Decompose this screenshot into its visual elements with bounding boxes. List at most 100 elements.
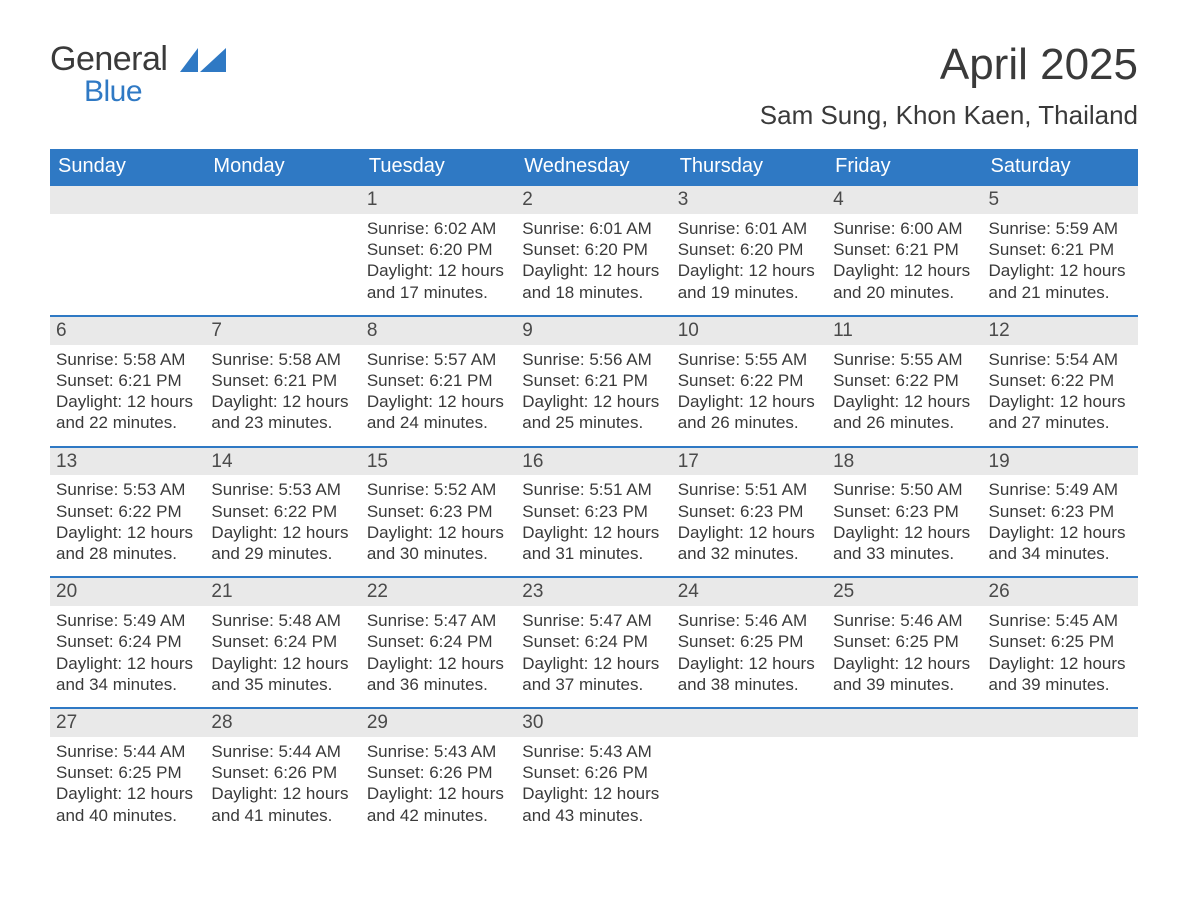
day-cell: 18Sunrise: 5:50 AMSunset: 6:23 PMDayligh… [827, 448, 982, 577]
location-subtitle: Sam Sung, Khon Kaen, Thailand [760, 100, 1138, 131]
sunrise-text: Sunrise: 5:58 AM [211, 349, 354, 370]
day-number: 23 [516, 578, 671, 606]
day-number: 1 [361, 186, 516, 214]
sunrise-text: Sunrise: 5:44 AM [211, 741, 354, 762]
sunset-text: Sunset: 6:22 PM [211, 501, 354, 522]
weekday-header: Friday [827, 149, 982, 186]
sunset-text: Sunset: 6:25 PM [989, 631, 1132, 652]
sunset-text: Sunset: 6:23 PM [678, 501, 821, 522]
day-number: 15 [361, 448, 516, 476]
day-number: 10 [672, 317, 827, 345]
day-number [50, 186, 205, 214]
daylight-text: Daylight: 12 hours and 41 minutes. [211, 783, 354, 826]
sunset-text: Sunset: 6:23 PM [989, 501, 1132, 522]
day-number: 20 [50, 578, 205, 606]
sunset-text: Sunset: 6:21 PM [367, 370, 510, 391]
day-cell: 9Sunrise: 5:56 AMSunset: 6:21 PMDaylight… [516, 317, 671, 446]
day-number: 24 [672, 578, 827, 606]
day-cell-empty [672, 709, 827, 838]
daylight-text: Daylight: 12 hours and 32 minutes. [678, 522, 821, 565]
sunrise-text: Sunrise: 5:43 AM [367, 741, 510, 762]
day-cell: 15Sunrise: 5:52 AMSunset: 6:23 PMDayligh… [361, 448, 516, 577]
sunset-text: Sunset: 6:23 PM [367, 501, 510, 522]
sunrise-text: Sunrise: 6:02 AM [367, 218, 510, 239]
daylight-text: Daylight: 12 hours and 39 minutes. [833, 653, 976, 696]
day-number: 26 [983, 578, 1138, 606]
sunrise-text: Sunrise: 5:44 AM [56, 741, 199, 762]
weekday-header: Sunday [50, 149, 205, 186]
day-cell: 16Sunrise: 5:51 AMSunset: 6:23 PMDayligh… [516, 448, 671, 577]
title-block: April 2025 Sam Sung, Khon Kaen, Thailand [760, 40, 1138, 131]
daylight-text: Daylight: 12 hours and 34 minutes. [989, 522, 1132, 565]
sunrise-text: Sunrise: 5:58 AM [56, 349, 199, 370]
day-cell-empty [205, 186, 360, 315]
day-number: 7 [205, 317, 360, 345]
day-cell: 24Sunrise: 5:46 AMSunset: 6:25 PMDayligh… [672, 578, 827, 707]
sunrise-text: Sunrise: 5:55 AM [678, 349, 821, 370]
weekday-header: Monday [205, 149, 360, 186]
day-number: 4 [827, 186, 982, 214]
sunset-text: Sunset: 6:21 PM [56, 370, 199, 391]
day-cell: 29Sunrise: 5:43 AMSunset: 6:26 PMDayligh… [361, 709, 516, 838]
sunset-text: Sunset: 6:26 PM [367, 762, 510, 783]
day-cell: 27Sunrise: 5:44 AMSunset: 6:25 PMDayligh… [50, 709, 205, 838]
day-number: 22 [361, 578, 516, 606]
daylight-text: Daylight: 12 hours and 40 minutes. [56, 783, 199, 826]
sunrise-text: Sunrise: 5:49 AM [56, 610, 199, 631]
daylight-text: Daylight: 12 hours and 22 minutes. [56, 391, 199, 434]
header: General Blue April 2025 Sam Sung, Khon K… [50, 40, 1138, 131]
day-cell: 4Sunrise: 6:00 AMSunset: 6:21 PMDaylight… [827, 186, 982, 315]
weekday-header: Tuesday [361, 149, 516, 186]
daylight-text: Daylight: 12 hours and 34 minutes. [56, 653, 199, 696]
daylight-text: Daylight: 12 hours and 25 minutes. [522, 391, 665, 434]
day-cell: 13Sunrise: 5:53 AMSunset: 6:22 PMDayligh… [50, 448, 205, 577]
day-cell: 25Sunrise: 5:46 AMSunset: 6:25 PMDayligh… [827, 578, 982, 707]
day-number: 14 [205, 448, 360, 476]
week-row: 6Sunrise: 5:58 AMSunset: 6:21 PMDaylight… [50, 315, 1138, 446]
sunset-text: Sunset: 6:22 PM [56, 501, 199, 522]
daylight-text: Daylight: 12 hours and 17 minutes. [367, 260, 510, 303]
daylight-text: Daylight: 12 hours and 35 minutes. [211, 653, 354, 696]
sunrise-text: Sunrise: 5:53 AM [56, 479, 199, 500]
day-number: 29 [361, 709, 516, 737]
sunset-text: Sunset: 6:21 PM [211, 370, 354, 391]
day-number: 16 [516, 448, 671, 476]
daylight-text: Daylight: 12 hours and 31 minutes. [522, 522, 665, 565]
day-number: 5 [983, 186, 1138, 214]
sunrise-text: Sunrise: 5:52 AM [367, 479, 510, 500]
sunset-text: Sunset: 6:20 PM [367, 239, 510, 260]
logo-flag-icon [180, 42, 226, 81]
sunset-text: Sunset: 6:24 PM [211, 631, 354, 652]
day-number: 12 [983, 317, 1138, 345]
sunrise-text: Sunrise: 6:00 AM [833, 218, 976, 239]
month-title: April 2025 [760, 40, 1138, 90]
sunset-text: Sunset: 6:24 PM [522, 631, 665, 652]
day-number: 30 [516, 709, 671, 737]
sunset-text: Sunset: 6:22 PM [678, 370, 821, 391]
day-number [983, 709, 1138, 737]
day-number: 3 [672, 186, 827, 214]
day-number: 25 [827, 578, 982, 606]
day-cell-empty [983, 709, 1138, 838]
daylight-text: Daylight: 12 hours and 18 minutes. [522, 260, 665, 303]
day-cell: 11Sunrise: 5:55 AMSunset: 6:22 PMDayligh… [827, 317, 982, 446]
day-cell-empty [50, 186, 205, 315]
sunset-text: Sunset: 6:26 PM [522, 762, 665, 783]
sunrise-text: Sunrise: 5:46 AM [678, 610, 821, 631]
daylight-text: Daylight: 12 hours and 19 minutes. [678, 260, 821, 303]
daylight-text: Daylight: 12 hours and 43 minutes. [522, 783, 665, 826]
day-cell: 8Sunrise: 5:57 AMSunset: 6:21 PMDaylight… [361, 317, 516, 446]
sunset-text: Sunset: 6:26 PM [211, 762, 354, 783]
day-number: 9 [516, 317, 671, 345]
day-number: 8 [361, 317, 516, 345]
day-number: 21 [205, 578, 360, 606]
daylight-text: Daylight: 12 hours and 26 minutes. [833, 391, 976, 434]
day-cell: 23Sunrise: 5:47 AMSunset: 6:24 PMDayligh… [516, 578, 671, 707]
daylight-text: Daylight: 12 hours and 38 minutes. [678, 653, 821, 696]
daylight-text: Daylight: 12 hours and 26 minutes. [678, 391, 821, 434]
sunset-text: Sunset: 6:24 PM [56, 631, 199, 652]
day-cell: 10 Sunrise: 5:55 AMSunset: 6:22 PMDayligh… [672, 317, 827, 446]
sunrise-text: Sunrise: 5:49 AM [989, 479, 1132, 500]
daylight-text: Daylight: 12 hours and 21 minutes. [989, 260, 1132, 303]
week-row: 1Sunrise: 6:02 AMSunset: 6:20 PMDaylight… [50, 186, 1138, 315]
